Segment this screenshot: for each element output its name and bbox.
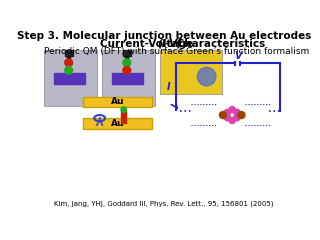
- Circle shape: [197, 67, 216, 86]
- Text: V: V: [234, 51, 241, 61]
- Circle shape: [229, 117, 235, 124]
- Text: Au: Au: [111, 119, 124, 128]
- Bar: [112, 73, 143, 84]
- Bar: [54, 73, 85, 84]
- Text: Current-Voltage: Current-Voltage: [100, 39, 196, 49]
- Bar: [44, 50, 97, 106]
- Circle shape: [121, 107, 126, 112]
- Text: Kim, Jang, YHJ, Goddard III, Phys. Rev. Lett., 95, 156801 (2005): Kim, Jang, YHJ, Goddard III, Phys. Rev. …: [54, 201, 274, 207]
- Circle shape: [220, 112, 226, 119]
- Bar: [83, 118, 152, 129]
- Circle shape: [65, 66, 73, 74]
- Text: Step 3. Molecular junction between Au electrodes: Step 3. Molecular junction between Au el…: [17, 31, 311, 41]
- Circle shape: [229, 107, 235, 113]
- Circle shape: [123, 59, 131, 66]
- Text: Au: Au: [111, 97, 124, 107]
- Bar: [83, 96, 152, 107]
- Circle shape: [234, 109, 240, 115]
- Bar: [121, 110, 126, 123]
- Text: (I-V): (I-V): [157, 39, 182, 49]
- Bar: [102, 50, 155, 106]
- Text: I: I: [167, 82, 170, 91]
- Circle shape: [65, 59, 73, 66]
- Circle shape: [224, 115, 231, 121]
- Circle shape: [238, 112, 245, 119]
- Bar: [160, 50, 222, 94]
- Text: Characteristics: Characteristics: [173, 39, 266, 49]
- Circle shape: [234, 115, 240, 121]
- Text: Periodic QM (DFT) with surface Green’s function formalism: Periodic QM (DFT) with surface Green’s f…: [44, 47, 309, 55]
- Circle shape: [224, 109, 231, 115]
- Circle shape: [123, 66, 131, 74]
